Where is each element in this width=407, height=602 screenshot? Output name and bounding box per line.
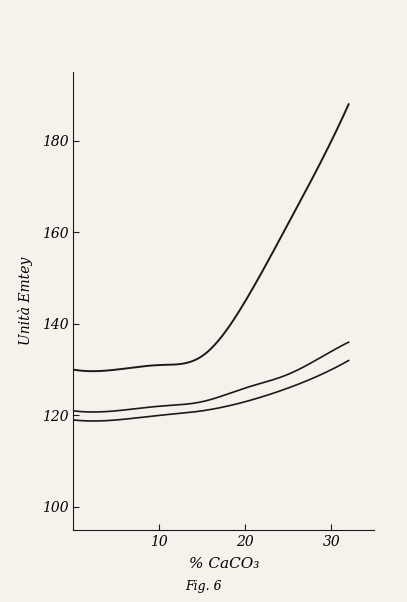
Y-axis label: Unità Emtey: Unità Emtey (18, 257, 33, 345)
Text: Fig. 6: Fig. 6 (185, 580, 222, 593)
X-axis label: % CaCO₃: % CaCO₃ (189, 557, 259, 571)
